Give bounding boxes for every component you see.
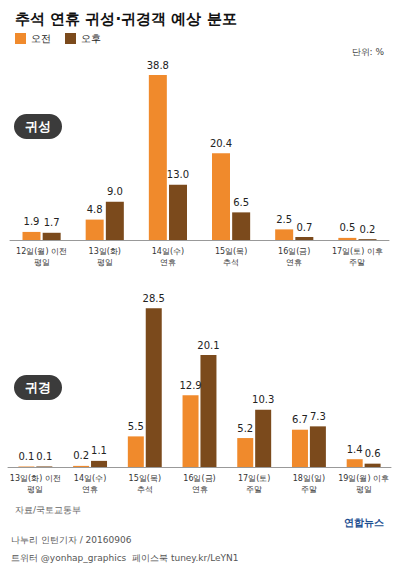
svg-text:0.1: 0.1 <box>36 451 52 462</box>
svg-text:17일(토): 17일(토) <box>238 474 270 483</box>
svg-text:20.4: 20.4 <box>210 138 232 149</box>
svg-text:14일(수): 14일(수) <box>152 247 184 256</box>
svg-text:자료/국토교통부: 자료/국토교통부 <box>15 505 81 515</box>
svg-text:추석: 추석 <box>137 485 153 494</box>
svg-text:0.2: 0.2 <box>360 224 376 235</box>
svg-text:13일(화) 이전: 13일(화) 이전 <box>10 474 61 483</box>
svg-text:평일: 평일 <box>356 485 372 494</box>
svg-text:평일: 평일 <box>27 485 43 494</box>
svg-text:18일(일): 18일(일) <box>293 474 325 483</box>
svg-text:15일(목): 15일(목) <box>129 474 161 483</box>
svg-text:0.7: 0.7 <box>296 222 312 233</box>
svg-text:15일(목): 15일(목) <box>215 247 247 256</box>
svg-text:38.8: 38.8 <box>147 60 169 71</box>
svg-text:0.6: 0.6 <box>365 448 381 459</box>
svg-text:0.2: 0.2 <box>73 450 89 461</box>
svg-text:4.8: 4.8 <box>87 204 103 215</box>
svg-text:연합뉴스: 연합뉴스 <box>344 517 384 528</box>
svg-text:2.5: 2.5 <box>276 214 292 225</box>
svg-text:12일(월) 이전: 12일(월) 이전 <box>16 247 67 256</box>
svg-text:평일: 평일 <box>97 258 113 267</box>
svg-text:단위: %: 단위: % <box>352 47 385 57</box>
svg-text:13.0: 13.0 <box>167 169 189 180</box>
svg-text:오후: 오후 <box>81 33 101 44</box>
svg-text:12.9: 12.9 <box>179 380 201 391</box>
svg-text:오전: 오전 <box>31 33 51 44</box>
svg-text:귀성: 귀성 <box>25 119 51 134</box>
svg-text:연휴: 연휴 <box>286 258 302 267</box>
svg-text:13일(화): 13일(화) <box>89 247 121 256</box>
svg-text:연휴: 연휴 <box>160 258 176 267</box>
svg-text:트위터 @yonhap_graphics 페이스북 tun: 트위터 @yonhap_graphics 페이스북 tuney.kr/LeYN1 <box>11 553 239 563</box>
svg-text:1.1: 1.1 <box>91 445 107 456</box>
svg-text:추석: 추석 <box>223 258 239 267</box>
svg-text:14일(수): 14일(수) <box>74 474 106 483</box>
svg-text:6.5: 6.5 <box>233 197 249 208</box>
svg-text:5.5: 5.5 <box>128 421 144 432</box>
svg-text:추석 연휴 귀성·귀경객 예상 분포: 추석 연휴 귀성·귀경객 예상 분포 <box>15 10 237 28</box>
svg-text:9.0: 9.0 <box>107 186 123 197</box>
svg-text:5.2: 5.2 <box>237 423 253 434</box>
svg-text:0.5: 0.5 <box>339 222 355 233</box>
svg-text:주말: 주말 <box>246 485 262 494</box>
svg-text:28.5: 28.5 <box>143 293 165 304</box>
svg-text:10.3: 10.3 <box>252 394 274 405</box>
svg-text:20.1: 20.1 <box>197 340 219 351</box>
svg-text:6.7: 6.7 <box>292 414 308 425</box>
svg-text:주말: 주말 <box>301 485 317 494</box>
svg-text:17일(토) 이후: 17일(토) 이후 <box>332 247 383 256</box>
svg-text:19일(월) 이후: 19일(월) 이후 <box>338 474 389 483</box>
svg-text:연휴: 연휴 <box>82 485 98 494</box>
svg-text:나누리 인턴기자 / 20160906: 나누리 인턴기자 / 20160906 <box>11 535 132 545</box>
svg-text:주말: 주말 <box>349 258 365 267</box>
svg-text:1.4: 1.4 <box>347 444 363 455</box>
svg-text:16일(금): 16일(금) <box>278 247 310 256</box>
svg-text:1.9: 1.9 <box>24 216 40 227</box>
svg-text:16일(금): 16일(금) <box>183 474 215 483</box>
svg-text:귀경: 귀경 <box>25 380 51 395</box>
svg-text:평일: 평일 <box>34 258 50 267</box>
svg-text:0.1: 0.1 <box>18 451 34 462</box>
svg-text:연휴: 연휴 <box>192 485 208 494</box>
svg-text:7.3: 7.3 <box>310 411 326 422</box>
svg-text:1.7: 1.7 <box>44 217 60 228</box>
